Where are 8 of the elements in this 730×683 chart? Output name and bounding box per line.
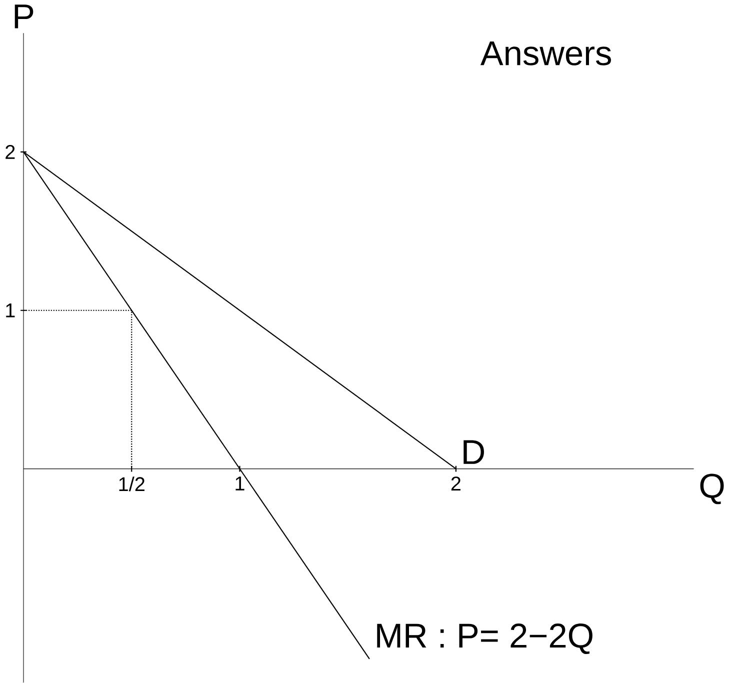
x-axis-title: Q [700, 474, 724, 504]
series-label: D [464, 440, 484, 464]
x-tick-label: 2 [451, 476, 460, 491]
x-tick-label: 1 [236, 476, 244, 490]
chart-title: Answers [480, 41, 611, 66]
y-axis-title: P [14, 4, 34, 28]
series-label: MR : P= 2−2Q [377, 624, 592, 654]
x-tick-label: 1/2 [119, 476, 144, 492]
